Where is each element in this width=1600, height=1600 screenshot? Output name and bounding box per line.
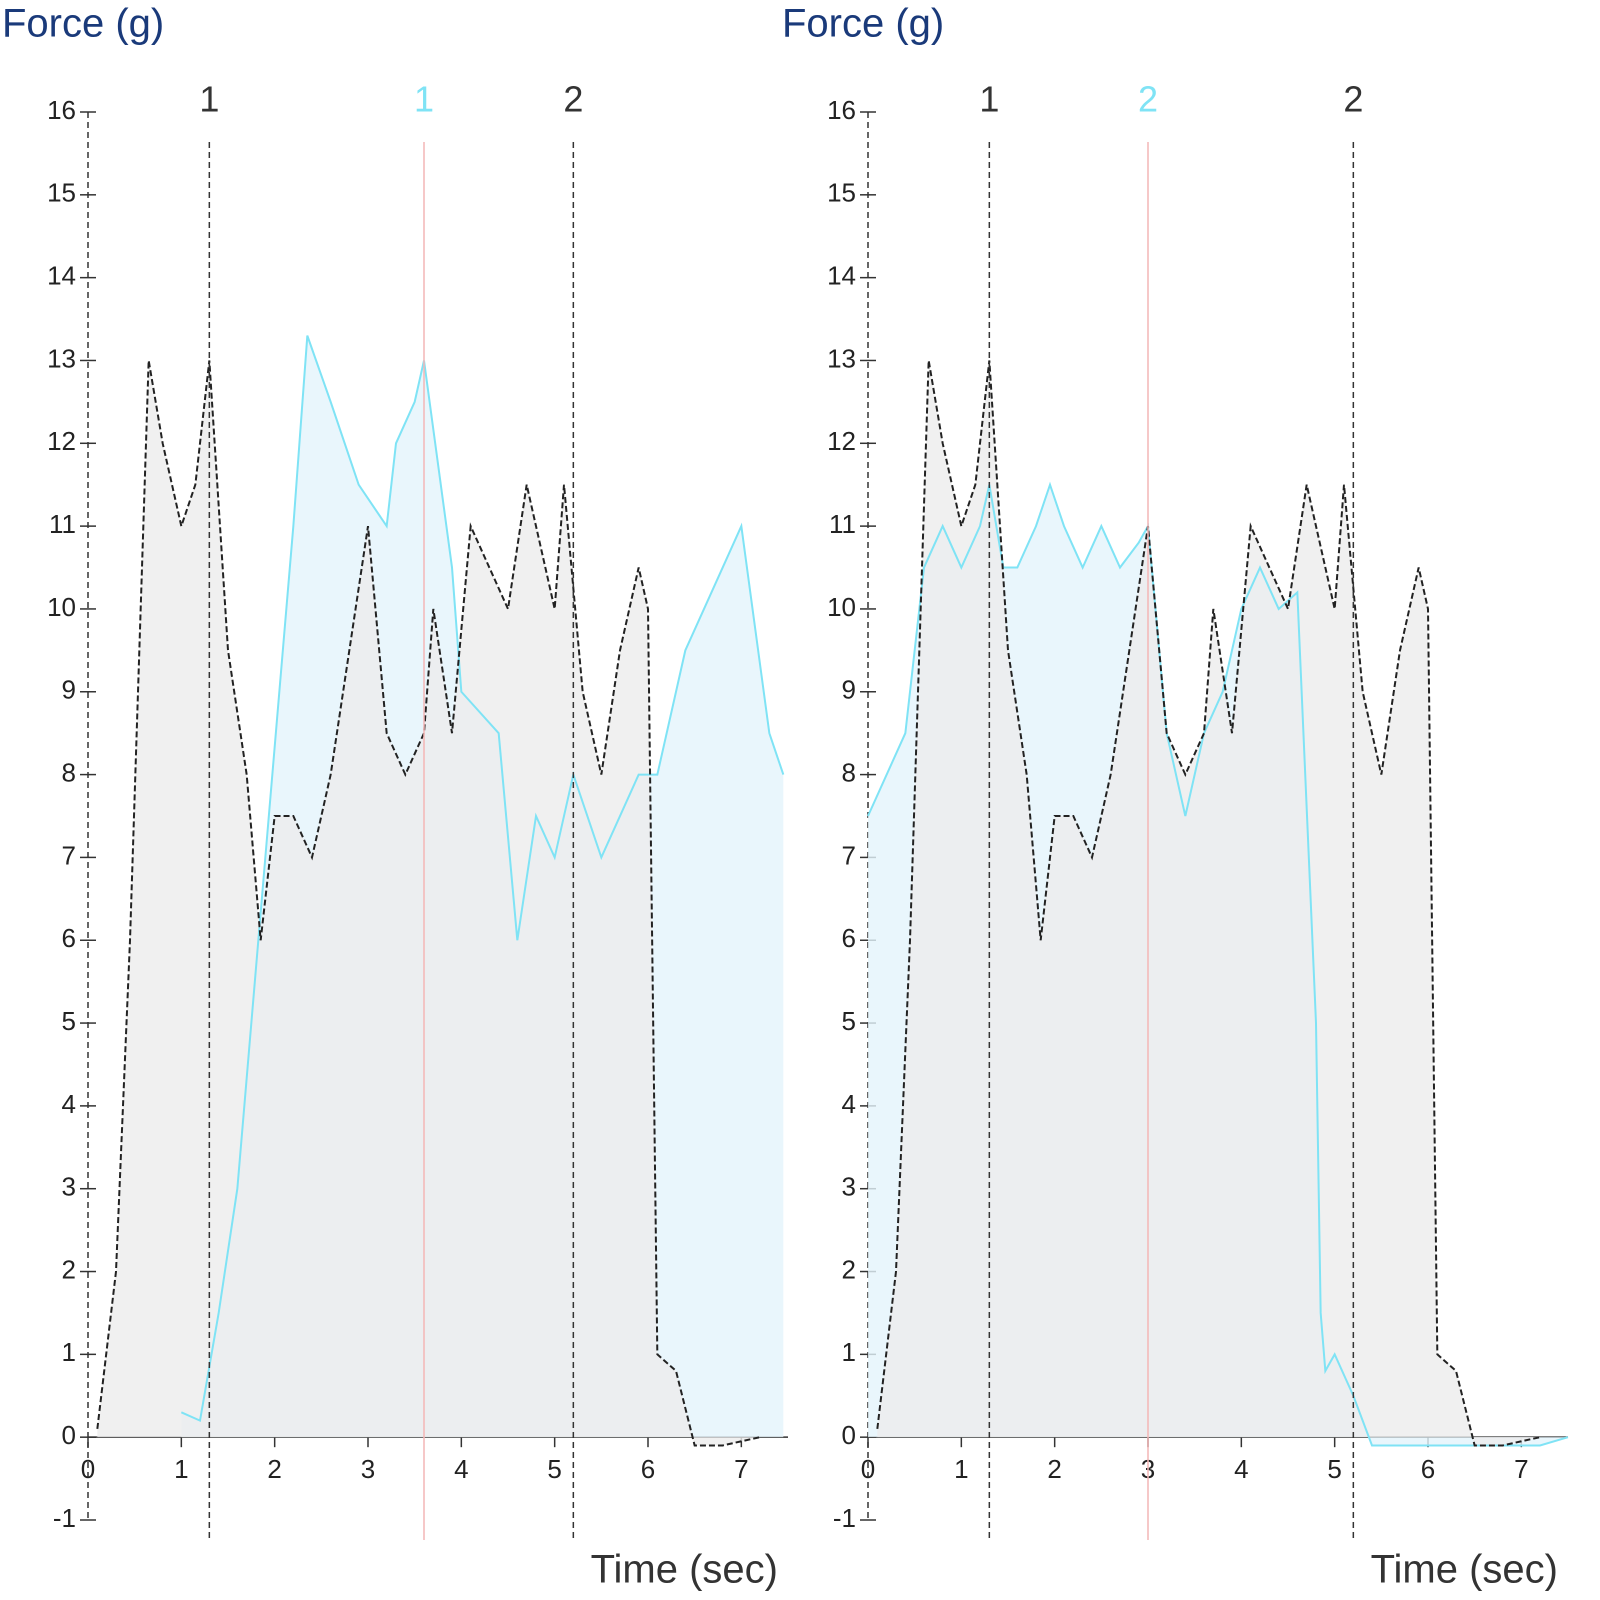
y-tick-label: 14 <box>47 261 76 291</box>
event-marker-label: 1 <box>414 79 434 120</box>
x-tick-label: 4 <box>1234 1454 1248 1484</box>
y-tick-label: 10 <box>47 592 76 622</box>
series-area <box>97 360 761 1446</box>
x-tick-label: 5 <box>1327 1454 1341 1484</box>
x-tick-label: 1 <box>954 1454 968 1484</box>
y-tick-label: 16 <box>827 95 856 125</box>
x-tick-label: 2 <box>1047 1454 1061 1484</box>
series-line <box>180 335 785 1423</box>
y-tick-label: 10 <box>827 592 856 622</box>
y-tick-label: 1 <box>842 1337 856 1367</box>
y-tick-label: 5 <box>842 1006 856 1036</box>
y-tick-label: 3 <box>842 1172 856 1202</box>
x-tick-label: 3 <box>361 1454 375 1484</box>
y-tick-label: 14 <box>827 261 856 291</box>
x-tick-label: 6 <box>641 1454 655 1484</box>
y-tick-label: 11 <box>49 509 76 539</box>
y-tick-label: 9 <box>62 675 76 705</box>
y-tick-label: 15 <box>47 178 76 208</box>
y-tick-label: 2 <box>62 1254 76 1284</box>
event-marker-label: 2 <box>563 79 583 120</box>
series-line <box>96 360 761 1447</box>
y-tick-label: 3 <box>62 1172 76 1202</box>
event-marker-label: 2 <box>1138 79 1158 120</box>
y-tick-label: -1 <box>833 1503 856 1533</box>
y-tick-label: -1 <box>53 1503 76 1533</box>
y-tick-label: 7 <box>62 840 76 870</box>
y-tick-label: 15 <box>827 178 856 208</box>
y-tick-label: 4 <box>62 1089 76 1119</box>
chart-title: Force (g) <box>782 2 944 46</box>
x-tick-label: 6 <box>1421 1454 1435 1484</box>
y-tick-label: 5 <box>62 1006 76 1036</box>
y-tick-label: 13 <box>47 343 76 373</box>
x-tick-label: 0 <box>861 1454 875 1484</box>
y-tick-label: 8 <box>62 757 76 787</box>
event-marker-label: 1 <box>979 79 999 120</box>
y-tick-label: 11 <box>829 509 856 539</box>
y-tick-label: 1 <box>62 1337 76 1367</box>
y-tick-label: 12 <box>827 426 856 456</box>
y-tick-label: 8 <box>842 757 856 787</box>
x-tick-label: 5 <box>547 1454 561 1484</box>
y-tick-label: 16 <box>47 95 76 125</box>
y-tick-label: 2 <box>842 1254 856 1284</box>
y-tick-label: 0 <box>62 1420 76 1450</box>
chart-title: Force (g) <box>2 2 164 46</box>
series-line <box>876 360 1541 1447</box>
y-tick-label: 0 <box>842 1420 856 1450</box>
x-tick-label: 7 <box>1514 1454 1528 1484</box>
x-tick-label: 7 <box>734 1454 748 1484</box>
event-marker-label: 1 <box>199 79 219 120</box>
y-tick-label: 13 <box>827 343 856 373</box>
x-tick-label: 0 <box>81 1454 95 1484</box>
y-tick-label: 12 <box>47 426 76 456</box>
y-tick-label: 7 <box>842 840 856 870</box>
x-axis-label: Time (sec) <box>1371 1548 1558 1592</box>
event-marker-label: 2 <box>1343 79 1363 120</box>
x-tick-label: 1 <box>174 1454 188 1484</box>
y-tick-label: 9 <box>842 675 856 705</box>
y-tick-label: 6 <box>62 923 76 953</box>
x-axis-label: Time (sec) <box>591 1548 778 1592</box>
y-tick-label: 4 <box>842 1089 856 1119</box>
x-tick-label: 2 <box>267 1454 281 1484</box>
y-tick-label: 6 <box>842 923 856 953</box>
series-area <box>877 360 1540 1446</box>
x-tick-label: 4 <box>454 1454 468 1484</box>
